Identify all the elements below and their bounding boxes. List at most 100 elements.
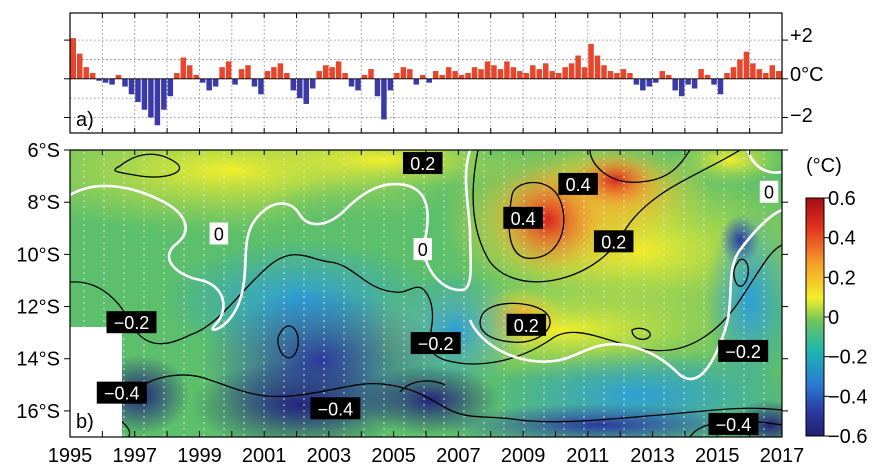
colorbar-tick-label: −0.6 [828, 426, 867, 448]
bar-negative [297, 78, 303, 99]
bar-positive [264, 71, 271, 79]
contour-label: 0.4 [558, 172, 598, 195]
bar-negative [167, 78, 174, 97]
contour-label-text: −0.4 [104, 384, 140, 404]
bar-positive [756, 69, 763, 79]
bar-positive [601, 65, 607, 79]
bar-positive [361, 74, 368, 79]
contour-label-box [209, 222, 229, 245]
panel-a-timeseries: a) +2 0°C −2 [64, 12, 824, 134]
bar-positive [575, 55, 581, 79]
contour-line [733, 258, 749, 287]
x-tick-label: 1997 [112, 445, 157, 467]
bar-positive [730, 67, 737, 79]
contour-label-box [310, 397, 361, 420]
x-tick-label: 2001 [242, 445, 287, 467]
contour-label-box [403, 152, 443, 175]
panel-b-contour-labels: 0.2 0.4 0 0.4 0 0.2 0 −0.2 0.2 −0.2 −0.2 −0.4 −0.4 −0… [96, 152, 779, 435]
contour-label: 0.4 [503, 206, 543, 229]
x-tick-label: 2003 [307, 445, 352, 467]
bar-positive [620, 69, 627, 79]
bar-negative [672, 78, 678, 91]
contour-line [399, 380, 446, 393]
panel-a-ytick-minus2: −2 [790, 105, 813, 127]
contour-label: 0 [209, 222, 229, 245]
contour-line [277, 325, 299, 359]
x-tick-label: 2017 [760, 445, 805, 467]
bar-negative [96, 78, 102, 81]
bar-negative [102, 78, 109, 83]
bar-positive [245, 65, 251, 79]
panel-b-ticks [64, 149, 788, 437]
bar-positive [484, 61, 491, 79]
bar-negative [413, 78, 420, 85]
bar-negative [148, 78, 154, 118]
bar-positive [400, 67, 407, 79]
bar-negative [141, 78, 148, 110]
contour-zero-line [468, 208, 782, 381]
contour-label-box [410, 332, 461, 355]
colorbar-tick-label: 0.2 [828, 267, 856, 289]
x-tick-label: 2011 [566, 445, 609, 467]
panel-a-label: a) [76, 109, 94, 131]
colorbar-tick-label: 0 [828, 307, 839, 329]
bar-negative [251, 78, 258, 87]
contour-line [508, 182, 565, 259]
bar-negative [355, 78, 361, 91]
bar-positive [186, 65, 193, 79]
contour-line [129, 374, 782, 423]
contour-label: 0 [759, 180, 779, 203]
contour-line [631, 327, 651, 341]
contour-label: 0 [413, 238, 433, 261]
bar-positive [89, 73, 96, 79]
bar-positive [284, 73, 290, 79]
bar-positive [763, 73, 769, 79]
panel-a-bars [70, 38, 782, 126]
measurement-dots [70, 150, 782, 437]
bar-positive [115, 74, 122, 79]
colorbar: (°C) 0.6 0.4 0.2 0 −0.2 −0.4 −0.6 [805, 155, 867, 448]
y-tick-label: 10°S [16, 244, 60, 266]
bar-negative [135, 78, 141, 103]
bar-negative [258, 78, 264, 95]
bar-positive [776, 71, 782, 79]
contour-label-text: −0.2 [418, 334, 454, 354]
bar-positive [76, 53, 83, 79]
bar-negative [122, 78, 128, 87]
bar-positive [465, 73, 471, 79]
contour-label: 0.2 [403, 152, 443, 175]
bar-positive [743, 51, 750, 79]
contour-label-box [759, 180, 779, 203]
bar-negative [678, 78, 685, 97]
bar-negative [212, 78, 219, 87]
contour-label-text: −0.4 [716, 415, 752, 435]
bar-positive [491, 65, 497, 79]
bar-positive [180, 57, 187, 79]
bar-positive [471, 67, 478, 79]
contour-label: 0.2 [506, 313, 547, 336]
contour-label-box [558, 172, 598, 195]
colorbar-tick-label: −0.2 [828, 347, 867, 369]
bar-negative [199, 78, 206, 83]
contour-label-text: 0 [764, 183, 774, 203]
contour-label-box [593, 230, 634, 253]
bar-negative [633, 78, 640, 85]
panel-a-ticks [64, 13, 788, 133]
bar-positive [445, 67, 452, 79]
contour-label: −0.2 [410, 332, 461, 355]
bar-positive [665, 74, 672, 79]
contour-line [479, 302, 551, 343]
bar-negative [711, 78, 717, 85]
colorbar-tick-label: 0.6 [828, 188, 856, 210]
bar-negative [161, 78, 167, 110]
bar-positive [562, 67, 568, 79]
panel-b-x-tick-labels: 1995 1997 1999 2001 2003 2005 2007 2009 2011 2013… [48, 445, 805, 467]
contour-label: −0.4 [96, 381, 147, 404]
bar-positive [316, 71, 322, 79]
bar-positive [581, 67, 588, 79]
bar-positive [335, 61, 342, 79]
contour-label-box [506, 313, 547, 336]
bar-negative [374, 78, 381, 97]
y-tick-label: 14°S [16, 349, 60, 371]
bar-positive [458, 74, 465, 79]
